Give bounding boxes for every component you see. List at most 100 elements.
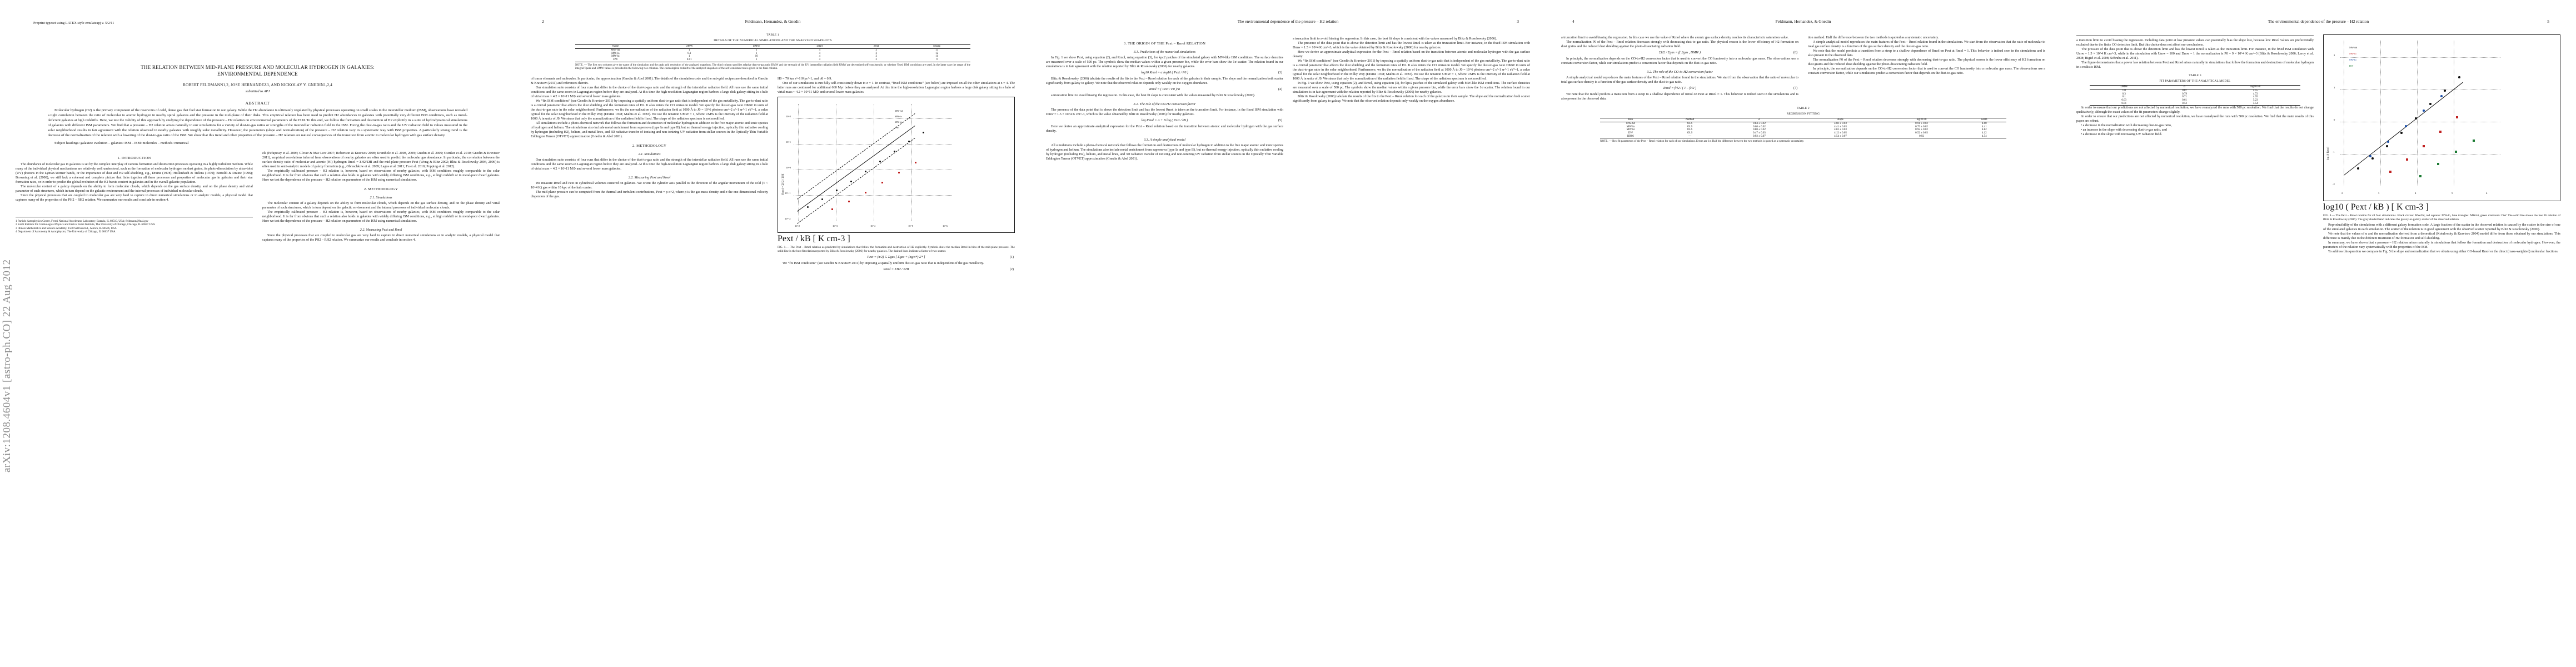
- table-cell: 4.12 ± 0.05: [1834, 132, 1847, 135]
- paper-title-line-2: ENVIRONMENTAL DEPENDENCE: [217, 71, 298, 77]
- table-row: 1.0 0.87 4.55: [2090, 89, 2300, 92]
- table-cell: MW-lo: [1626, 125, 1635, 128]
- equation-body: Rmol = ΣH2 / ΣHI: [883, 267, 909, 271]
- y-tick-label: 10^1: [786, 141, 791, 144]
- paragraph: The molecular content of a galaxy depend…: [262, 201, 500, 210]
- gridline: [794, 118, 952, 120]
- table-cell: 0.3: [2122, 92, 2126, 96]
- page-4-column-left: a truncation limit to avoid biasing the …: [1561, 36, 1798, 101]
- equation-body: log10 Rmol = α log10 ( Pext / P0 ): [1141, 71, 1188, 74]
- table-row: 0.03 0.61 5.23: [2090, 99, 2300, 102]
- subsection-heading-measuring: 2.2. Measuring Pext and Rmol: [360, 227, 402, 232]
- equation-body: Rmol = fH2 / ( 1 – fH2 ): [1663, 87, 1697, 90]
- gridline: [2340, 89, 2500, 90]
- data-point: [894, 151, 895, 153]
- submission-note: submitted to APJ: [245, 89, 270, 93]
- page-1: arXiv:1208.4604v1 [astro-ph.CO] 22 Aug 2…: [0, 0, 515, 667]
- table-cell: MW-fid: [611, 48, 620, 52]
- table-1: TABLE 1 DETAILS OF THE NUMERICAL SIMULAT…: [575, 33, 970, 71]
- table-cell: 2: [875, 52, 877, 55]
- data-point: [850, 181, 852, 183]
- footnote: 2 Kavli Institute for Cosmological Physi…: [16, 223, 155, 227]
- paragraph: tion method. Half the difference between…: [1808, 36, 1939, 39]
- table-row: MW-fid OLS 0.84 ± 0.02 4.60 ± 0.03 0.91 …: [1600, 122, 2006, 125]
- table-cell: 4.55: [2253, 89, 2258, 92]
- paragraph: The presence of the data point that is a…: [1293, 42, 1530, 49]
- table-cell: 0.61: [2182, 99, 2187, 102]
- data-point: [923, 132, 924, 134]
- footnote: 4 Department of Astronomy & Astrophysics…: [16, 230, 116, 234]
- section-heading-origin: 3. THE ORIGIN OF THE Pext – Rmol RELATIO…: [1123, 42, 1206, 46]
- y-tick-label: -1: [2333, 151, 2335, 153]
- table-col-header: DMW: [655, 44, 723, 49]
- table-cell: 12: [935, 52, 939, 55]
- table-cell: DW: [1628, 132, 1633, 135]
- paragraph: a truncation limit to avoid biasing the …: [1561, 36, 1789, 39]
- x-tick-label: 2: [2341, 192, 2343, 195]
- folio-number: 2: [542, 19, 544, 24]
- legend-entry: MW-fid: [895, 109, 903, 113]
- table-cell: 4.95: [2253, 96, 2258, 99]
- paper-title-line-1: THE RELATION BETWEEN MID-PLANE PRESSURE …: [141, 64, 375, 70]
- table-col-header: DMW: [2090, 84, 2159, 89]
- paragraph: The abundance of molecular gas in galaxi…: [16, 162, 253, 184]
- y-tick-label: 1: [2334, 86, 2335, 89]
- table-cell: 4.82: [1981, 128, 1987, 132]
- table-row: 0.1 0.71 4.95: [2090, 96, 2300, 99]
- table-header-row: Name DMW UMW zstart zend Nsnap: [575, 44, 970, 49]
- x-tick-label: 3: [2378, 192, 2380, 195]
- table-row: DW 0.01 1 4 2 9: [575, 58, 970, 62]
- equation-number: (5): [1278, 119, 1282, 122]
- footnote: 3 Illinois Mathematics and Science Acade…: [16, 226, 117, 230]
- paragraph: Blitz & Rosolowsky (2006) tabulate the r…: [1046, 77, 1283, 85]
- x-tick-label: 10^5: [908, 225, 914, 228]
- gridline: [794, 144, 952, 145]
- table-cell: 4.82 ± 0.03: [1834, 128, 1847, 132]
- paragraph: We note that the model predicts a transi…: [1808, 49, 2045, 57]
- paragraph: els (Pelupessy et al. 2006; Glover & Mac…: [262, 151, 500, 168]
- table-cell: 0.1: [2122, 96, 2126, 99]
- preprint-line: Preprint typeset using LATEX style emula…: [33, 21, 114, 25]
- folio-number: 5: [2547, 19, 2549, 24]
- running-head-2: 2 Feldmann, Hernandez, & Gnedin: [531, 19, 1015, 24]
- table-cell: 0.71: [2182, 96, 2187, 99]
- running-head-5: The environmental dependence of the pres…: [2076, 19, 2560, 24]
- scatter-band-lower: [797, 138, 915, 224]
- table-col-header: α: [2158, 84, 2211, 89]
- table-col-header: zend: [849, 44, 904, 49]
- equation-body: log Rmol = A + B log ( Pext / kB ): [1141, 119, 1188, 122]
- data-point: [2423, 109, 2425, 112]
- table-1-note: NOTE. — The first two columns give the n…: [575, 63, 970, 70]
- table-row: MW-hi OLS 0.88 ± 0.02 4.82 ± 0.03 0.92 ±…: [1600, 128, 2006, 132]
- paragraph: Blitz & Rosolowsky (2006) tabulate the r…: [1293, 95, 1530, 103]
- data-point: [2439, 131, 2442, 133]
- paragraph: The figure demonstrates that a power law…: [2076, 61, 2314, 69]
- x-tick-label: 10^6: [943, 225, 948, 228]
- table-cell: 4.54 ± 0.07: [1800, 135, 1881, 139]
- legend-entry: MW-hi: [895, 121, 902, 124]
- paragraph: In principle, the normalization depends …: [1561, 57, 1798, 65]
- data-point: [879, 161, 881, 163]
- paragraph: Our simulation suite consists of four ru…: [531, 158, 768, 171]
- paragraph: A simple analytical model reproduces the…: [1561, 76, 1798, 84]
- subsection-heading-measuring: 2.2. Measuring Pext and Rmol: [628, 176, 671, 180]
- table-cell: MW-hi: [1626, 128, 1635, 132]
- data-point: [2371, 157, 2374, 160]
- figure-1-plot-area: Rmol = ΣH2 / ΣHI 10^-2 10^-1 10^0 10^1 1…: [778, 97, 1015, 233]
- table-col-header: Nsnap: [903, 44, 970, 49]
- table-1-number: TABLE 1: [766, 33, 779, 37]
- legend-entry: MW-lo: [895, 115, 902, 118]
- running-title: Feldmann, Hernandez, & Gnedin: [1775, 19, 1831, 24]
- table-1-grid: Name DMW UMW zstart zend Nsnap MW-fid 1 …: [575, 44, 970, 62]
- page-1-column-left: 1. INTRODUCTION The abundance of molecul…: [16, 151, 253, 242]
- footnote-block: 1 Particle Astrophysics Center, Fermi Na…: [16, 216, 253, 234]
- section-heading-methodology: 2. METHODOLOGY: [363, 187, 398, 191]
- running-title: The environmental dependence of the pres…: [1237, 19, 1339, 24]
- paragraph: To address this question we compare in F…: [2328, 250, 2559, 253]
- paragraph: a transition limit to avoid biasing the …: [2076, 39, 2314, 47]
- paragraph: We note that the model predicts a transi…: [1561, 93, 1798, 101]
- paragraph: The normalization P0 of the Pext – Rmol …: [1808, 58, 2045, 66]
- y-tick-label: 10^2: [786, 115, 791, 118]
- table-cell: 1.0: [2122, 89, 2126, 92]
- table-1-caption: DETAILS OF THE NUMERICAL SIMULATIONS AND…: [714, 38, 832, 42]
